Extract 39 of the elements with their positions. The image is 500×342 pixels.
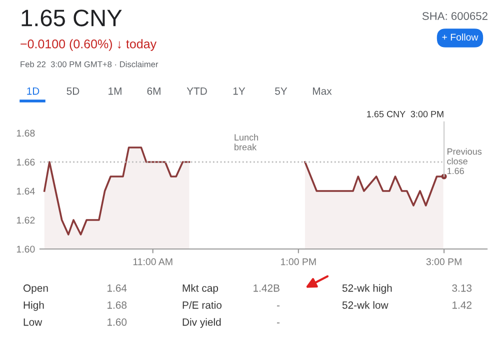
text: 6M (147, 87, 160, 95)
x-tick-label: 3:00 PM (426, 258, 462, 266)
text: 1.60 (108, 318, 127, 326)
text: 1M (108, 88, 122, 95)
ref-line-label: Previous close 1.66 (447, 148, 482, 174)
text: 52-wk low (342, 301, 388, 309)
text: SHA: 600652 (422, 12, 488, 20)
text: 1.68 (108, 301, 127, 309)
text: Max (313, 88, 332, 95)
chart-subtitle: −0.0100 (0.60%) ↓ today (20, 39, 157, 51)
text: Low (24, 318, 42, 326)
text: YTD (186, 88, 207, 95)
text: 1Y (233, 88, 246, 95)
text: High (24, 301, 44, 311)
text: Mkt cap (182, 284, 218, 294)
x-tick-label: 1:00 PM (281, 258, 316, 266)
text: Open (23, 284, 48, 294)
text: 52-wk high (342, 284, 392, 294)
y-tick-label: 1.60 (16, 246, 35, 253)
annotation: 1.65 CNY 3:00 PM (367, 110, 444, 118)
y-tick-label: 1.66 (16, 158, 35, 166)
text: 5Y (275, 88, 288, 95)
text: 5D (66, 88, 80, 95)
chart-title: 1.65 CNY (22, 10, 122, 26)
text: - (276, 322, 280, 324)
y-tick-label: 1.62 (16, 216, 35, 224)
annotation: Lunch break (234, 134, 258, 150)
text: 1.64 (108, 284, 127, 292)
text: 1.42B (254, 284, 280, 292)
y-tick-label: 1.64 (16, 188, 35, 195)
text: + Follow (442, 33, 478, 41)
text: 3.13 (452, 284, 472, 292)
text: Div yield (182, 318, 221, 328)
x-tick-label: 11:00 AM (133, 258, 172, 266)
y-tick-label: 1.68 (16, 130, 35, 137)
text: 1D (27, 88, 40, 95)
text: P/E ratio (182, 301, 222, 309)
text: Feb 22 3:00 PM GMT+8 · Disclaimer (20, 61, 158, 68)
text: 1.42 (452, 301, 472, 309)
